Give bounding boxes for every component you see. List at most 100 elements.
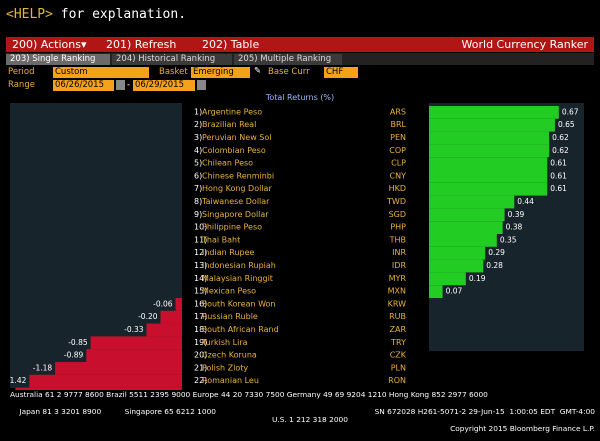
currency-name[interactable]: South African Rand <box>202 325 279 334</box>
rank-label: 8) <box>194 197 202 206</box>
currency-name[interactable]: Indian Rupee <box>202 248 255 257</box>
value-label: -0.33 <box>124 325 144 334</box>
rank-label: 21) <box>194 363 207 372</box>
currency-code: CZK <box>390 351 407 360</box>
currency-code: RON <box>388 376 406 385</box>
value-label: 0.44 <box>517 197 534 206</box>
actions-label: 200) Actions <box>12 38 81 51</box>
tab-single-ranking[interactable]: 203) Single Ranking <box>6 54 110 65</box>
currency-code: MYR <box>389 274 407 283</box>
window-title: World Currency Ranker <box>461 38 588 51</box>
value-label: -0.85 <box>68 338 88 347</box>
value-label: 0.61 <box>550 171 567 180</box>
rank-label: 6) <box>194 171 202 180</box>
value-label: -1.42 <box>10 376 27 385</box>
chart-title: Total Returns (%) <box>265 93 335 102</box>
value-label: -1.55 <box>10 389 13 390</box>
rank-label: 22) <box>194 376 207 385</box>
currency-name[interactable]: Hong Kong Dollar <box>202 184 272 193</box>
help-hint: <HELP> for explanation. <box>6 4 186 26</box>
basket-label: Basket <box>159 67 188 77</box>
rank-label: 23) <box>194 389 207 390</box>
tab-multiple-ranking[interactable]: 205) Multiple Ranking <box>234 54 342 65</box>
base-currency-label: Base Curr <box>268 67 310 77</box>
caret-down-icon: ▾ <box>80 38 87 51</box>
bar-positive <box>429 157 548 170</box>
footer-copyright: Copyright 2015 Bloomberg Finance L.P. <box>450 423 595 433</box>
rank-label: 15) <box>194 287 207 296</box>
currency-code: PEN <box>390 133 406 142</box>
rank-label: 10) <box>194 223 207 232</box>
currency-name[interactable]: South Korean Won <box>202 299 276 308</box>
currency-name[interactable]: Chilean Peso <box>202 159 253 168</box>
currency-name[interactable]: Polish Zloty <box>202 363 248 372</box>
currency-code: HUF <box>390 389 407 390</box>
bar-negative <box>15 387 182 390</box>
returns-chart: 1) Argentine Peso ARS 0.67 2) Brazilian Real B… <box>10 103 584 390</box>
footer-contacts-line: Australia 61 2 9777 8600 Brazil 5511 239… <box>10 390 488 399</box>
table-menu[interactable]: 202) Table <box>202 38 260 51</box>
value-label: 0.61 <box>550 159 567 168</box>
period-dropdown[interactable]: Custom <box>53 67 149 78</box>
currency-name[interactable]: Thai Baht <box>201 235 240 244</box>
value-label: 0.61 <box>550 184 567 193</box>
calendar-start-icon[interactable] <box>116 80 125 90</box>
currency-code: KRW <box>388 299 406 308</box>
currency-name[interactable]: Russian Ruble <box>202 312 258 321</box>
tab-historical-ranking[interactable]: 204) Historical Ranking <box>112 54 232 65</box>
range-end-field[interactable]: 06/29/2015 <box>133 80 195 91</box>
value-label: 0.29 <box>488 248 505 257</box>
currency-name[interactable]: Indonesian Rupiah <box>202 261 276 270</box>
value-label: 0.07 <box>446 287 463 296</box>
currency-name[interactable]: Malaysian Ringgit <box>202 274 273 283</box>
currency-name[interactable]: Czech Koruna <box>202 351 257 360</box>
bar-negative <box>146 323 182 337</box>
value-label: 0.65 <box>558 120 575 129</box>
bar-negative <box>55 362 182 375</box>
rank-label: 17) <box>194 312 207 321</box>
help-key[interactable]: <HELP> <box>6 7 53 22</box>
currency-code: INR <box>392 248 406 257</box>
bar-positive <box>429 259 484 273</box>
currency-name[interactable]: Singapore Dollar <box>202 210 269 219</box>
range-label: Range <box>8 80 35 90</box>
basket-dropdown[interactable]: Emerging Mar <box>191 67 250 88</box>
controls-panel: Period Custom Basket Emerging Mar ✎ Base… <box>6 66 594 92</box>
calendar-end-icon[interactable] <box>197 80 206 90</box>
currency-name[interactable]: Turkish Lira <box>201 338 248 347</box>
value-label: 0.62 <box>552 133 569 142</box>
edit-pencil-icon[interactable]: ✎ <box>254 66 262 76</box>
currency-name[interactable]: Hungarian Forint <box>202 389 269 390</box>
currency-name[interactable]: Romanian Leu <box>202 376 259 385</box>
currency-name[interactable]: Mexican Peso <box>202 287 256 296</box>
bar-negative <box>160 310 182 324</box>
currency-code: RUB <box>389 312 406 321</box>
currency-name[interactable]: Chinese Renminbi <box>202 171 274 180</box>
base-currency-dropdown[interactable]: CHF <box>324 67 358 78</box>
refresh-menu[interactable]: 201) Refresh <box>106 38 177 51</box>
rank-label: 2) <box>194 120 202 129</box>
rank-label: 7) <box>194 184 202 193</box>
value-label: 0.28 <box>486 261 503 270</box>
rank-label: 14) <box>194 274 207 283</box>
currency-name[interactable]: Philippine Peso <box>202 223 262 232</box>
actions-menu[interactable]: 200) Actions▾ <box>12 37 87 52</box>
rank-label: 16) <box>194 299 207 308</box>
bar-positive <box>429 285 443 298</box>
currency-name[interactable]: Peruvian New Sol <box>202 133 271 142</box>
currency-name[interactable]: Brazilian Real <box>202 120 256 129</box>
currency-code: TRY <box>390 338 406 347</box>
currency-name[interactable]: Colombian Peso <box>202 146 266 155</box>
currency-code: MXN <box>388 287 406 296</box>
range-start-field[interactable]: 06/26/2015 <box>53 80 114 91</box>
currency-name[interactable]: Taiwanese Dollar <box>201 197 270 206</box>
rank-label: 3) <box>194 133 202 142</box>
currency-name[interactable]: Argentine Peso <box>202 107 262 116</box>
currency-code: CLP <box>391 159 406 168</box>
rank-label: 1) <box>194 107 202 116</box>
bar-positive <box>429 170 548 183</box>
currency-code: IDR <box>392 261 407 270</box>
bar-positive <box>429 182 548 196</box>
rank-label: 9) <box>194 210 202 219</box>
bar-positive <box>429 195 515 209</box>
